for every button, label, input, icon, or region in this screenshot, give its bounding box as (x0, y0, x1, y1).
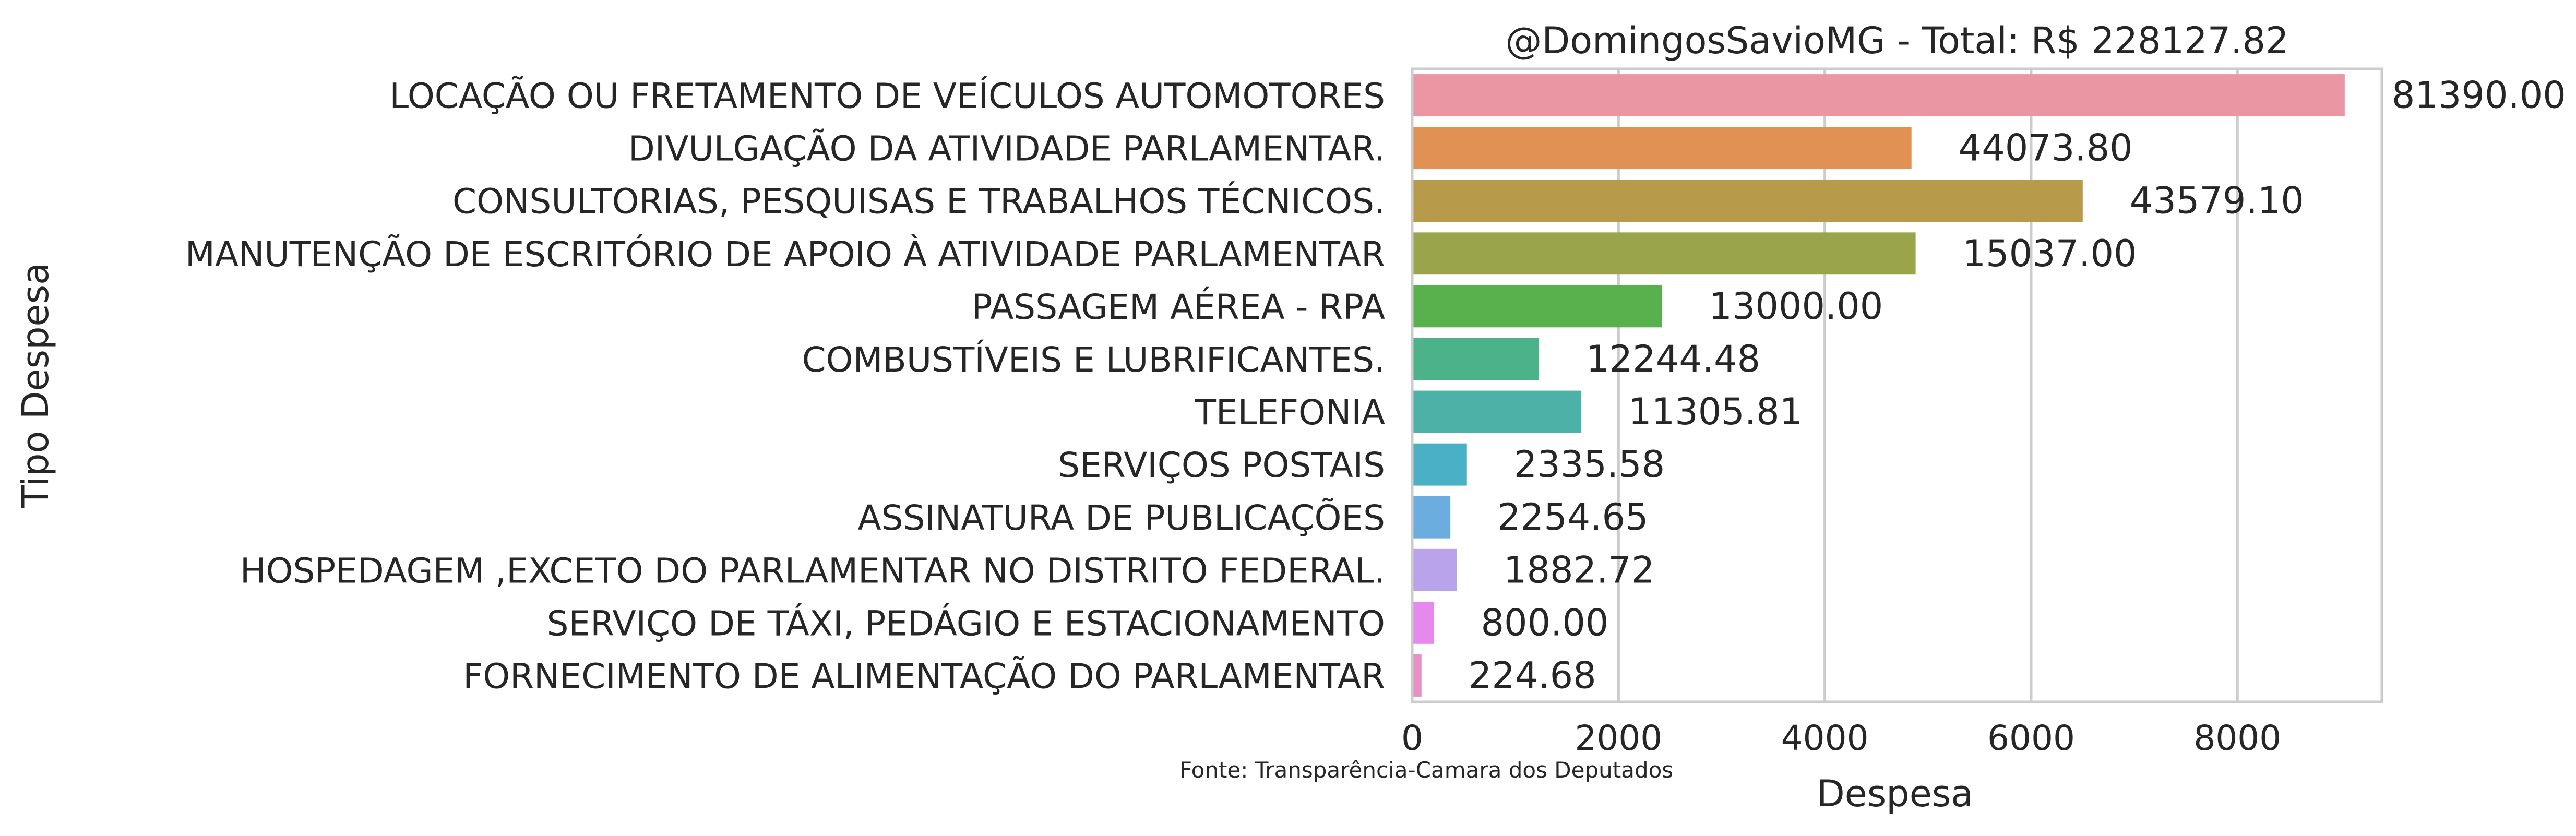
bar (1412, 74, 2345, 116)
y-tick-labels: LOCAÇÃO OU FRETAMENTO DE VEÍCULOS AUTOMO… (185, 76, 1385, 697)
category-label: TELEFONIA (1195, 392, 1385, 433)
data-label: 12244.48 (1586, 338, 1760, 380)
category-label: COMBUSTÍVEIS E LUBRIFICANTES. (802, 339, 1385, 380)
bar (1412, 285, 1662, 328)
category-label: MANUTENÇÃO DE ESCRITÓRIO DE APOIO À ATIV… (185, 234, 1385, 274)
x-tick-label: 6000 (1987, 718, 2075, 758)
x-axis-label: Despesa (1817, 772, 1973, 815)
data-label: 1882.72 (1504, 548, 1654, 591)
x-tick-label: 0 (1401, 718, 1423, 758)
bar (1412, 232, 1916, 275)
plot-frame (1411, 67, 2383, 703)
category-label: SERVIÇOS POSTAIS (1058, 445, 1385, 485)
x-tick-labels: 0 2000 4000 6000 8000 (1401, 718, 2281, 758)
bar (1412, 496, 1451, 539)
bar (1412, 390, 1582, 433)
bar (1412, 127, 1912, 170)
data-label: 43579.10 (2130, 180, 2304, 222)
data-label: 81390.00 (2392, 74, 2566, 117)
bar (1412, 443, 1467, 486)
bars (1412, 74, 2345, 697)
source-note: Fonte: Transparência-Camara dos Deputado… (1179, 757, 1673, 783)
category-label: HOSPEDAGEM ,EXCETO DO PARLAMENTAR NO DIS… (240, 551, 1385, 591)
category-label: DIVULGAÇÃO DA ATIVIDADE PARLAMENTAR. (628, 129, 1385, 169)
chart-title: @DomingosSavioMG - Total: R$ 228127.82 (1505, 19, 2288, 62)
data-labels: 81390.00 44073.80 43579.10 15037.00 13000.00… (1469, 74, 2566, 697)
y-axis-label: Tipo Despesa (14, 262, 57, 508)
category-label: LOCAÇÃO OU FRETAMENTO DE VEÍCULOS AUTOMO… (389, 76, 1385, 116)
category-label: FORNECIMENTO DE ALIMENTAÇÃO DO PARLAMENT… (463, 656, 1385, 696)
category-label: SERVIÇO DE TÁXI, PEDÁGIO E ESTACIONAMENT… (547, 603, 1385, 643)
data-label: 15037.00 (1963, 232, 2137, 275)
bar (1412, 654, 1422, 697)
data-label: 11305.81 (1628, 390, 1803, 433)
category-label: CONSULTORIAS, PESQUISAS E TRABALHOS TÉCN… (452, 181, 1385, 222)
data-label: 13000.00 (1709, 285, 1883, 328)
bar (1412, 180, 2083, 222)
x-tick-label: 4000 (1781, 718, 1869, 758)
x-tick-label: 2000 (1575, 718, 1662, 758)
x-tick-label: 8000 (2193, 718, 2281, 758)
category-label: ASSINATURA DE PUBLICAÇÕES (857, 498, 1385, 538)
category-label: PASSAGEM AÉREA - RPA (972, 286, 1385, 327)
bar (1412, 601, 1434, 644)
data-label: 2254.65 (1497, 496, 1648, 539)
bar (1412, 338, 1540, 380)
data-label: 800.00 (1481, 601, 1609, 644)
data-label: 44073.80 (1959, 127, 2133, 170)
data-label: 224.68 (1469, 654, 1596, 697)
bar (1412, 548, 1457, 591)
data-label: 2335.58 (1514, 443, 1665, 486)
